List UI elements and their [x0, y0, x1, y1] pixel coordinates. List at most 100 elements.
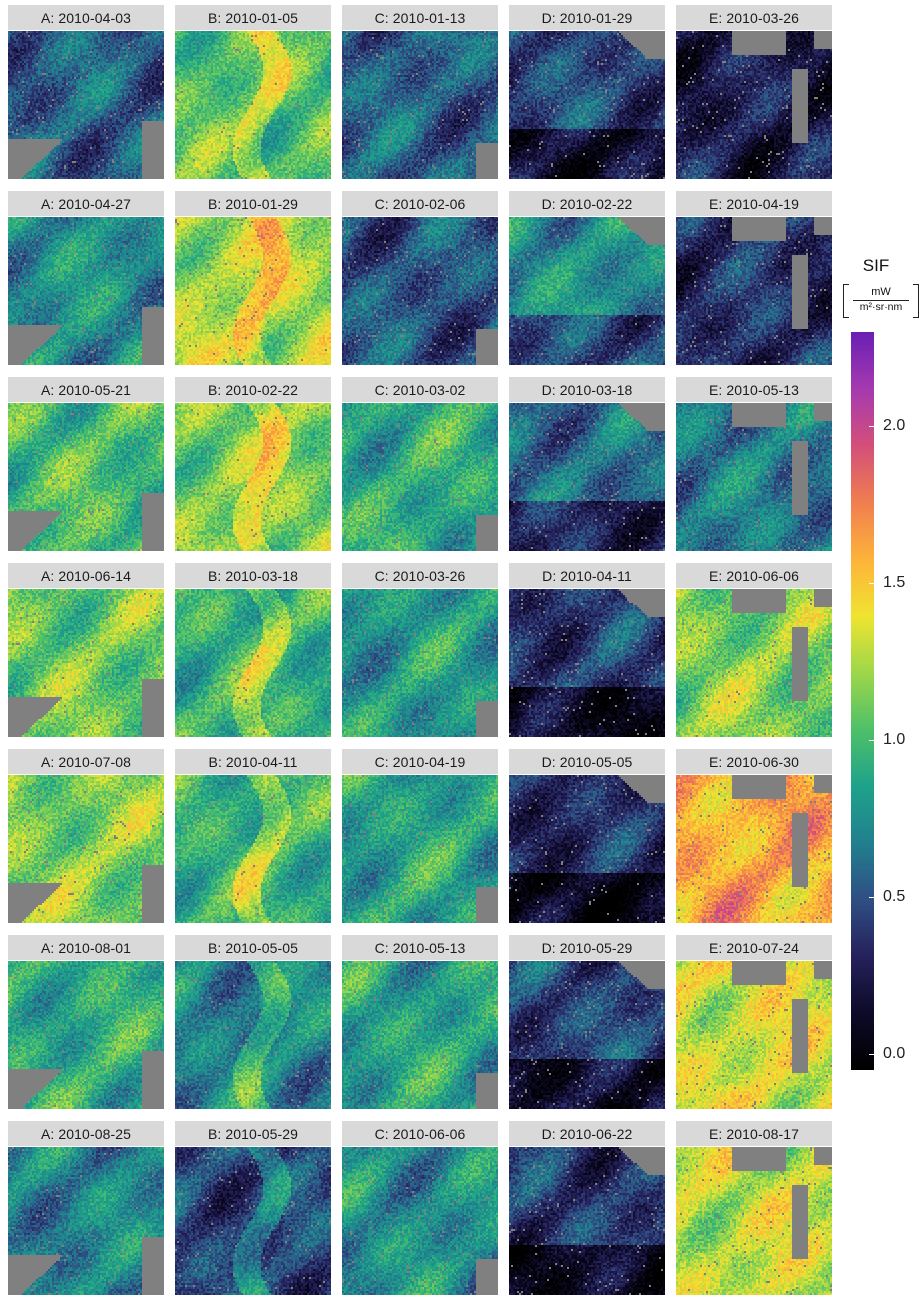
sif-heatmap-cells [676, 589, 832, 737]
sif-heatmap-panel [676, 1147, 832, 1295]
colorbar-tick [869, 1054, 874, 1056]
sif-heatmap-panel [8, 589, 164, 737]
sif-heatmap-panel [509, 31, 665, 179]
facet-grid: A: 2010-04-03 B: 2010-01-05 C: 2010-01-13 D… [8, 5, 833, 1295]
sif-heatmap-cells [342, 961, 498, 1109]
facet-strip-label: A: 2010-08-01 [8, 935, 164, 960]
sif-heatmap-cells [8, 1147, 164, 1295]
sif-heatmap-panel [509, 403, 665, 551]
facet-panel: C: 2010-06-06 [342, 1121, 498, 1295]
sif-heatmap-cells [8, 31, 164, 179]
sif-heatmap-panel [8, 31, 164, 179]
facet-panel: C: 2010-01-13 [342, 5, 498, 179]
sif-heatmap-panel [342, 1147, 498, 1295]
sif-heatmap-panel [8, 217, 164, 365]
facet-panel: A: 2010-05-21 [8, 377, 164, 551]
sif-heatmap-cells [676, 403, 832, 551]
sif-heatmap-panel [342, 403, 498, 551]
facet-panel: E: 2010-08-17 [676, 1121, 832, 1295]
sif-heatmap-panel [509, 961, 665, 1109]
facet-panel: D: 2010-04-11 [509, 563, 665, 737]
facet-panel: C: 2010-03-02 [342, 377, 498, 551]
sif-heatmap-cells [509, 403, 665, 551]
facet-strip-label: E: 2010-05-13 [676, 377, 832, 402]
colorbar-tick [869, 583, 874, 585]
sif-heatmap-panel [342, 589, 498, 737]
sif-heatmap-panel [8, 775, 164, 923]
colorbar-tick-label: 0.5 [883, 888, 906, 906]
sif-heatmap-cells [342, 31, 498, 179]
facet-strip-label: B: 2010-01-05 [175, 5, 331, 30]
facet-panel: E: 2010-06-06 [676, 563, 832, 737]
facet-strip-label: A: 2010-08-25 [8, 1121, 164, 1146]
sif-heatmap-panel [175, 961, 331, 1109]
facet-strip-label: E: 2010-08-17 [676, 1121, 832, 1146]
facet-panel: E: 2010-07-24 [676, 935, 832, 1109]
facet-strip-label: E: 2010-06-30 [676, 749, 832, 774]
sif-heatmap-cells [175, 403, 331, 551]
sif-heatmap-cells [342, 589, 498, 737]
unit-denominator: m²·sr·nm [859, 301, 903, 313]
legend-unit: mW m²·sr·nm [843, 282, 919, 320]
facet-strip-label: D: 2010-04-11 [509, 563, 665, 588]
fraction-bar [853, 300, 909, 301]
sif-heatmap-panel [175, 589, 331, 737]
facet-strip-label: C: 2010-03-26 [342, 563, 498, 588]
facet-strip-label: B: 2010-01-29 [175, 191, 331, 216]
sif-heatmap-panel [175, 31, 331, 179]
sif-heatmap-cells [175, 775, 331, 923]
sif-heatmap-cells [676, 775, 832, 923]
colorbar-tick-label: 1.5 [883, 574, 906, 592]
bracket-left [843, 284, 849, 318]
sif-heatmap-cells [8, 775, 164, 923]
sif-heatmap-cells [509, 1147, 665, 1295]
sif-heatmap-cells [8, 403, 164, 551]
sif-heatmap-panel [509, 775, 665, 923]
colorbar-legend: SIF mW m²·sr·nm 0.0 0.5 1.0 1.5 2.0 [840, 250, 924, 1080]
facet-panel: A: 2010-04-27 [8, 191, 164, 365]
sif-heatmap-cells [175, 217, 331, 365]
unit-numerator: mW [871, 286, 891, 298]
facet-panel: C: 2010-04-19 [342, 749, 498, 923]
facet-strip-label: B: 2010-05-05 [175, 935, 331, 960]
sif-heatmap-panel [509, 1147, 665, 1295]
sif-heatmap-panel [676, 31, 832, 179]
sif-heatmap-panel [175, 775, 331, 923]
sif-heatmap-panel [676, 961, 832, 1109]
facet-strip-label: A: 2010-06-14 [8, 563, 164, 588]
facet-panel: D: 2010-05-29 [509, 935, 665, 1109]
sif-heatmap-cells [342, 403, 498, 551]
colorbar-tick [869, 740, 874, 742]
sif-heatmap-panel [175, 403, 331, 551]
sif-heatmap-panel [342, 217, 498, 365]
sif-heatmap-panel [676, 403, 832, 551]
bracket-right [913, 284, 919, 318]
sif-heatmap-panel [8, 1147, 164, 1295]
sif-heatmap-panel [342, 31, 498, 179]
facet-panel: E: 2010-05-13 [676, 377, 832, 551]
facet-panel: B: 2010-02-22 [175, 377, 331, 551]
facet-panel: B: 2010-01-29 [175, 191, 331, 365]
facet-strip-label: E: 2010-06-06 [676, 563, 832, 588]
facet-strip-label: B: 2010-04-11 [175, 749, 331, 774]
facet-panel: D: 2010-05-05 [509, 749, 665, 923]
sif-heatmap-panel [676, 589, 832, 737]
facet-strip-label: D: 2010-01-29 [509, 5, 665, 30]
sif-heatmap-cells [509, 31, 665, 179]
legend-title: SIF [862, 256, 890, 275]
facet-panel: D: 2010-03-18 [509, 377, 665, 551]
facet-panel: B: 2010-03-18 [175, 563, 331, 737]
sif-heatmap-panel [676, 217, 832, 365]
sif-heatmap-cells [342, 217, 498, 365]
facet-strip-label: B: 2010-02-22 [175, 377, 331, 402]
colorbar-tick-label: 2.0 [883, 417, 906, 435]
facet-strip-label: D: 2010-05-05 [509, 749, 665, 774]
facet-panel: A: 2010-06-14 [8, 563, 164, 737]
colorbar-tick-label: 1.0 [883, 731, 906, 749]
facet-strip-label: C: 2010-05-13 [342, 935, 498, 960]
sif-heatmap-panel [509, 589, 665, 737]
sif-heatmap-panel [8, 961, 164, 1109]
colorbar-gradient [851, 332, 874, 1070]
sif-heatmap-cells [509, 961, 665, 1109]
sif-heatmap-cells [676, 961, 832, 1109]
